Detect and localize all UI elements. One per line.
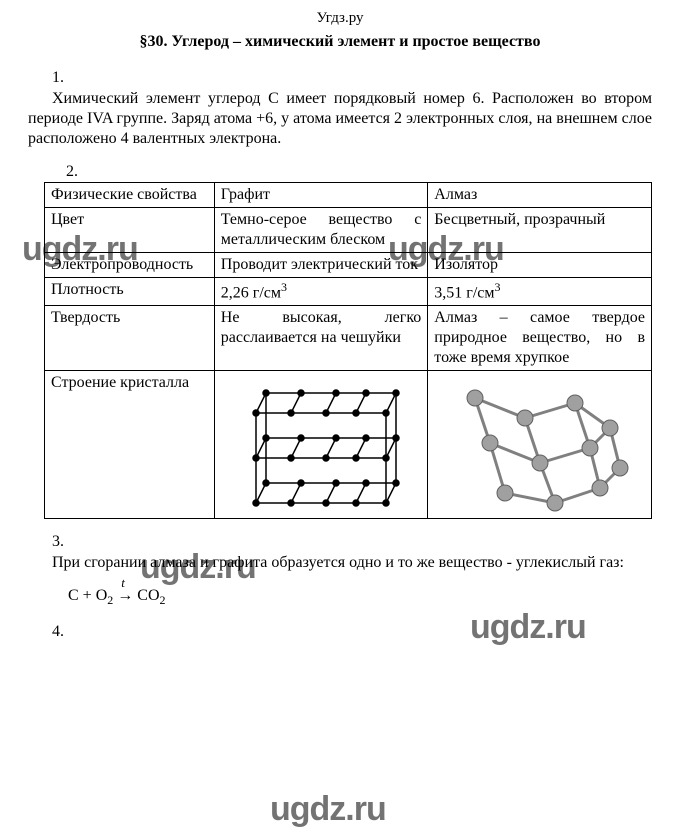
eq-t: t (121, 575, 125, 591)
arrow-glyph: → (117, 587, 133, 604)
question-1-text: Химический элемент углерод C имеет поряд… (28, 89, 652, 149)
cell-graphite: 2,26 г/см3 (214, 278, 428, 306)
eq-c: C (68, 587, 79, 604)
cell-prop: Цвет (45, 208, 215, 253)
table-row: Плотность 2,26 г/см3 3,51 г/см3 (45, 278, 652, 306)
properties-table: Физические свойства Графит Алмаз Цвет Те… (44, 182, 652, 519)
equation: C + O2 t→ CO2 (68, 587, 652, 608)
question-1-number: 1. (52, 69, 652, 87)
table-row: Твердость Не высокая, легко расслаиваетс… (45, 306, 652, 371)
diamond-lattice-icon (445, 373, 635, 513)
section-heading: §30. Углерод – химический элемент и прос… (28, 33, 652, 51)
site-title: Угдз.ру (28, 10, 652, 27)
eq-sub2: 2 (107, 594, 113, 608)
header-diamond: Алмаз (428, 183, 652, 208)
eq-plus: + (79, 587, 96, 604)
cell-graphite: Темно-серое вещество с металлическим бле… (214, 208, 428, 253)
question-4-number: 4. (52, 623, 652, 641)
cell-prop: Электропроводность (45, 253, 215, 278)
density-value: 2,26 г/см (221, 284, 281, 301)
table-row: Цвет Темно-серое вещество с металлически… (45, 208, 652, 253)
cell-diamond: Алмаз – самое твердое природное вещество… (428, 306, 652, 371)
sup-3: 3 (281, 280, 287, 294)
arrow-icon: t→ (117, 587, 133, 605)
header-graphite: Графит (214, 183, 428, 208)
cell-prop: Плотность (45, 278, 215, 306)
cell-graphite-structure (214, 371, 428, 519)
cell-diamond-structure (428, 371, 652, 519)
cell-graphite: Проводит электрический ток (214, 253, 428, 278)
cell-diamond: Изолятор (428, 253, 652, 278)
question-3-text: При сгорании алмаза и графита образуется… (28, 553, 652, 573)
graphite-lattice-icon (236, 373, 406, 513)
eq-co: CO (133, 587, 159, 604)
sup-3: 3 (495, 280, 501, 294)
header-prop: Физические свойства (45, 183, 215, 208)
cell-prop: Твердость (45, 306, 215, 371)
density-value: 3,51 г/см (434, 284, 494, 301)
question-3-number: 3. (52, 533, 652, 551)
cell-prop: Строение кристалла (45, 371, 215, 519)
cell-diamond: Бесцветный, прозрачный (428, 208, 652, 253)
question-2-number: 2. (66, 163, 652, 181)
table-header-row: Физические свойства Графит Алмаз (45, 183, 652, 208)
eq-sub2: 2 (160, 594, 166, 608)
eq-o: O (96, 587, 108, 604)
cell-diamond: 3,51 г/см3 (428, 278, 652, 306)
table-row-structures: Строение кристалла (45, 371, 652, 519)
watermark: ugdz.ru (270, 790, 386, 829)
table-row: Электропроводность Проводит электрически… (45, 253, 652, 278)
cell-graphite: Не высокая, легко расслаивается на чешуй… (214, 306, 428, 371)
